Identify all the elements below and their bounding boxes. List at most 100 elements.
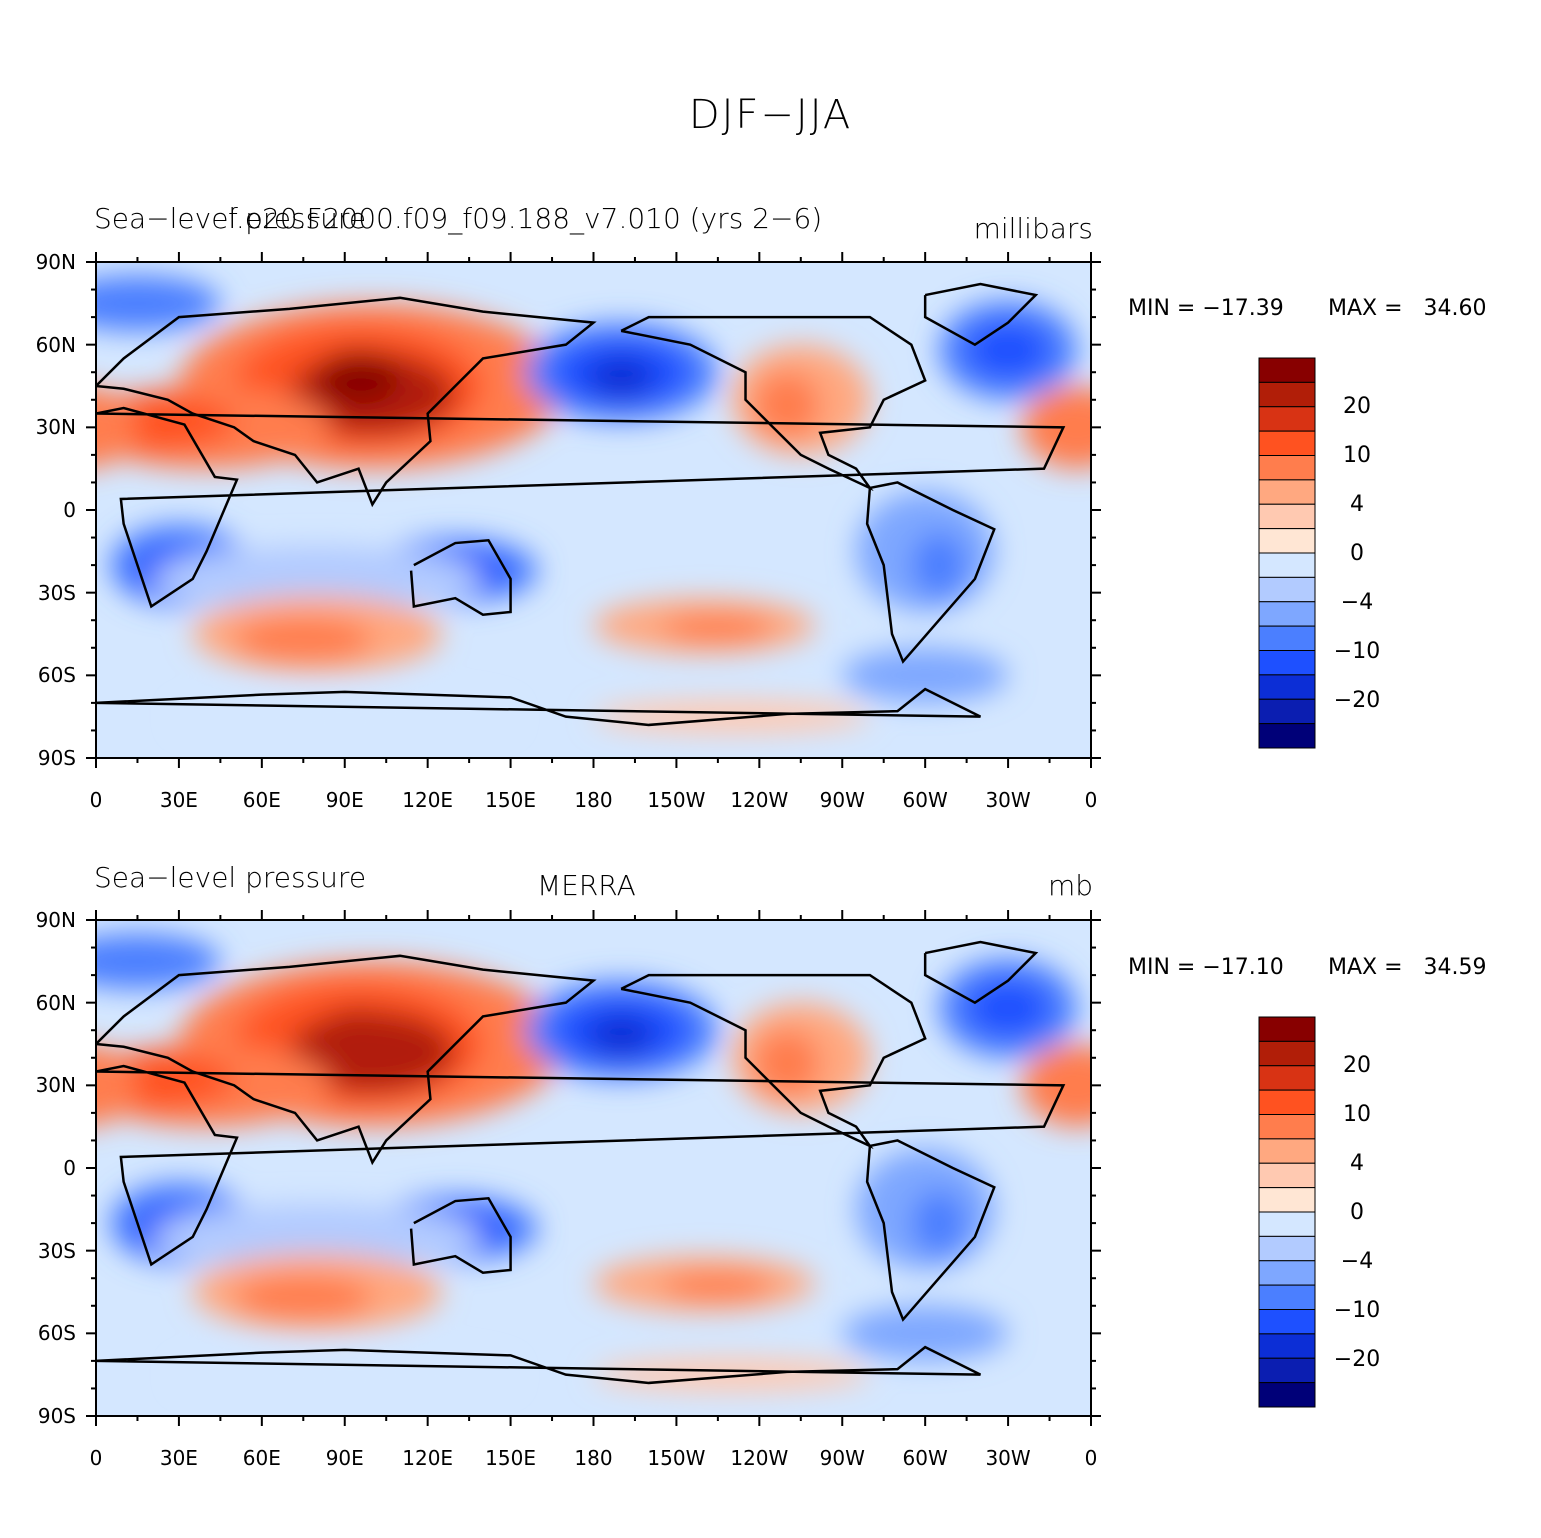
- panel2-center-label: MERRA: [537, 869, 636, 902]
- x-tick-label: 180: [574, 788, 613, 812]
- pressure-contour: [234, 1275, 373, 1320]
- y-tick-label: 90N: [35, 908, 76, 932]
- y-tick-label: 0: [63, 1156, 76, 1180]
- colorbar-swatch: [1258, 1235, 1316, 1262]
- colorbar-label: −4: [1340, 1249, 1374, 1274]
- colorbar-swatch: [1258, 528, 1316, 554]
- coastline: [96, 1064, 1066, 1267]
- colorbar-swatch: [1258, 552, 1316, 578]
- coastline: [409, 1196, 512, 1274]
- pressure-contour: [662, 1272, 774, 1301]
- colorbar-label: 0: [1350, 541, 1364, 566]
- panel2-left-label: Sea−level pressure: [94, 861, 367, 894]
- x-tick-label: 150W: [647, 788, 706, 812]
- x-tick-label: 30W: [985, 788, 1031, 812]
- colorbar-label: 4: [1350, 492, 1364, 517]
- y-tick-label: 60S: [37, 663, 76, 688]
- colorbar-label: 10: [1343, 1102, 1371, 1127]
- y-tick-label: 90S: [37, 746, 76, 770]
- coastline: [923, 940, 1039, 1005]
- colorbar-swatch: [1258, 1138, 1316, 1164]
- x-tick-label: 30E: [159, 1446, 198, 1470]
- pressure-contour: [966, 322, 1050, 378]
- x-tick-label: 120W: [730, 788, 789, 812]
- colorbar-label: −10: [1333, 1298, 1381, 1323]
- x-tick-label: 120W: [730, 1446, 789, 1470]
- x-tick-label: 0: [89, 1446, 103, 1470]
- y-tick-label: 30N: [35, 415, 76, 440]
- colorbar-swatch: [1258, 381, 1316, 408]
- coastline: [96, 687, 982, 727]
- coastline: [620, 315, 927, 492]
- panel1-map: [86, 252, 1101, 768]
- pressure-contour: [966, 980, 1050, 1036]
- colorbar-swatch: [1258, 430, 1316, 456]
- y-tick-label: 0: [63, 498, 76, 522]
- x-tick-label: 60W: [902, 1446, 948, 1470]
- colorbar-swatch: [1258, 357, 1316, 383]
- colorbar-swatch: [1258, 1309, 1316, 1335]
- x-tick-label: 60W: [902, 788, 948, 812]
- colorbar-label: 10: [1343, 443, 1371, 468]
- y-tick-label: 90S: [37, 1404, 76, 1428]
- coastline: [96, 406, 1066, 609]
- panel2-map: [86, 910, 1101, 1426]
- panel2-colorbar: [1258, 1016, 1318, 1412]
- pressure-contour: [178, 694, 511, 739]
- x-tick-label: 30E: [159, 788, 198, 812]
- pressure-contour: [911, 532, 967, 599]
- y-tick-label: 60N: [35, 332, 76, 357]
- x-tick-label: 0: [1084, 1446, 1098, 1470]
- pressure-contour: [753, 1030, 821, 1097]
- x-tick-label: 150W: [647, 1446, 706, 1470]
- panel2-max-label: MAX = 34.59: [1328, 955, 1487, 980]
- figure-title: DJF−JJA: [688, 92, 853, 138]
- y-tick-label: 60N: [35, 990, 76, 1015]
- colorbar-swatch: [1258, 503, 1316, 530]
- coastline: [620, 973, 927, 1150]
- y-tick-label: 60S: [37, 1321, 76, 1346]
- x-tick-label: 30W: [985, 1446, 1031, 1470]
- colorbar-swatch: [1258, 455, 1316, 481]
- colorbar-label: 4: [1350, 1151, 1364, 1176]
- colorbar-swatch: [1258, 1162, 1316, 1189]
- pressure-contour: [587, 355, 655, 400]
- pressure-contour: [317, 350, 401, 406]
- coastline: [865, 1139, 996, 1322]
- x-tick-label: 90E: [325, 1446, 364, 1470]
- colorbar-swatch: [1258, 1284, 1316, 1310]
- colorbar-swatch: [1258, 1187, 1316, 1213]
- panel2-min-label: MIN = −17.10: [1128, 955, 1284, 980]
- panel1-max-label: MAX = 34.60: [1328, 296, 1487, 321]
- x-tick-label: 60E: [242, 788, 281, 812]
- pressure-contour: [151, 545, 483, 612]
- pressure-contour: [593, 1358, 870, 1392]
- pressure-contour: [96, 387, 138, 468]
- pressure-contour: [178, 1352, 511, 1397]
- x-tick-label: 120E: [402, 788, 454, 812]
- colorbar-swatch: [1258, 479, 1316, 505]
- colorbar-label: −20: [1333, 1347, 1381, 1372]
- x-tick-label: 0: [1084, 788, 1098, 812]
- pressure-contour: [96, 394, 235, 450]
- colorbar-swatch: [1258, 1114, 1316, 1140]
- colorbar-swatch: [1258, 1211, 1316, 1237]
- coastline: [96, 954, 597, 1166]
- pressure-contour: [662, 614, 774, 643]
- colorbar-swatch: [1258, 1065, 1316, 1091]
- colorbar-swatch: [1258, 698, 1316, 725]
- pressure-contour: [317, 1008, 401, 1064]
- colorbar-swatch: [1258, 1089, 1316, 1115]
- pressure-contour: [234, 617, 373, 662]
- x-tick-label: 90W: [819, 1446, 865, 1470]
- x-tick-label: 180: [574, 1446, 613, 1470]
- colorbar-swatch: [1258, 601, 1316, 627]
- colorbar-swatch: [1258, 1260, 1316, 1286]
- colorbar-swatch: [1258, 406, 1316, 432]
- colorbar-swatch: [1258, 1333, 1316, 1359]
- x-tick-label: 0: [89, 788, 103, 812]
- colorbar-label: 20: [1343, 1053, 1371, 1078]
- coastline: [865, 481, 996, 664]
- colorbar-swatch: [1258, 576, 1316, 603]
- pressure-contour: [911, 1190, 967, 1257]
